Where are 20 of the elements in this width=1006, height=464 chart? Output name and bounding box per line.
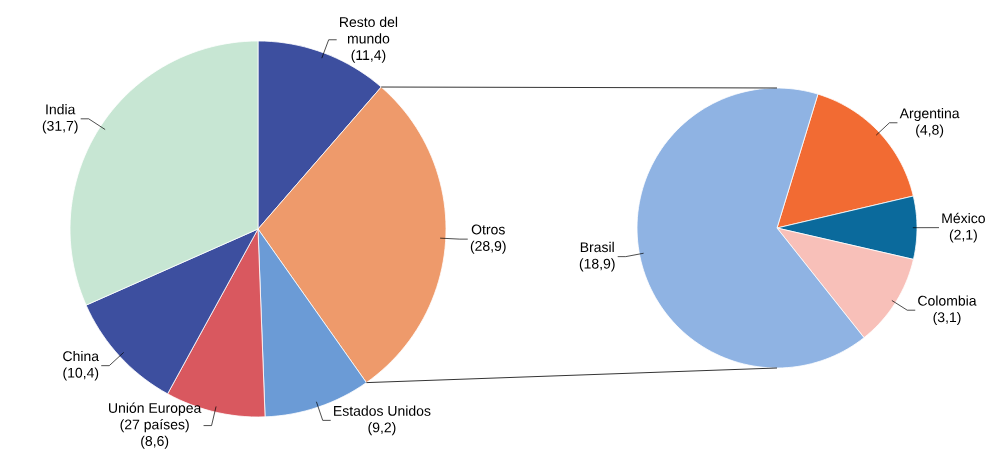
data-label: (28,9) [470, 240, 506, 254]
data-label: (4,8) [916, 124, 944, 138]
data-label: (10,4) [63, 367, 99, 381]
slice-label: Colombia [918, 295, 977, 306]
slice-label: Argentina [899, 108, 960, 122]
slice-label: México [942, 212, 985, 224]
slice-label: Unión Europea (27 países) [109, 402, 202, 433]
data-label: (31,7) [42, 120, 78, 134]
data-label: (9,2) [368, 422, 396, 436]
slice-label: China [63, 350, 100, 362]
data-label: (2,1) [949, 229, 977, 243]
data-label: (11,4) [351, 49, 386, 63]
slice-label: Resto del mundo [340, 16, 398, 44]
slice-label: Estados Unidos [334, 405, 431, 416]
data-label: (8,6) [141, 435, 169, 449]
slice-label: Otros [471, 224, 505, 235]
data-label: (18,9) [579, 258, 615, 272]
slice-label: Brasil [580, 241, 614, 253]
data-label: (3,1) [933, 311, 961, 325]
slice-label: India [46, 104, 76, 115]
